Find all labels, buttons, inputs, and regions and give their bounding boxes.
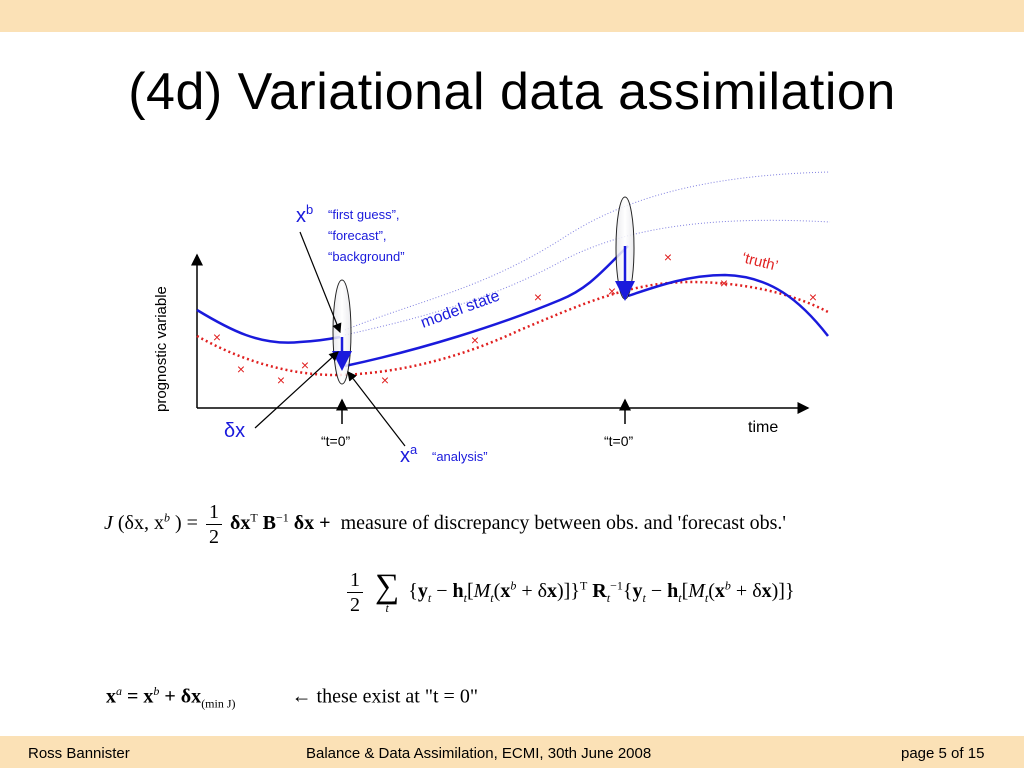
analysis-equation: xa = xb + δx(min J) ← these exist at "t … (106, 684, 478, 711)
xb-desc-2: “forecast”, (328, 228, 387, 243)
footer-band (0, 736, 1024, 768)
header-band (0, 0, 1024, 32)
xa-symbol: xa (400, 442, 418, 467)
xa-desc: “analysis” (432, 449, 488, 464)
footer-event: Balance & Data Assimilation, ECMI, 30th … (306, 745, 652, 762)
truth-label: ‘truth’ (740, 249, 780, 274)
lower-envelope (344, 219, 831, 336)
background-trajectory (196, 308, 341, 344)
xb-pointer (299, 231, 342, 334)
model-trajectory-2 (627, 273, 829, 337)
obs-marker: × (213, 329, 221, 345)
y-axis-label: prognostic variable (153, 286, 170, 412)
slide-title: (4d) Variational data assimilation (128, 63, 896, 121)
obs-marker: × (534, 289, 542, 305)
t0-label-2: “t=0” (604, 433, 634, 449)
footer-author: Ross Bannister (28, 745, 130, 762)
analysis-note: ← these exist at "t = 0" (291, 685, 478, 708)
truth-curve (196, 280, 829, 377)
t0-label-1: “t=0” (321, 433, 351, 449)
obs-marker: × (237, 361, 245, 377)
obs-marker: × (720, 275, 728, 291)
xa-pointer (347, 371, 406, 447)
xb-symbol: xb (296, 202, 313, 227)
upper-envelope (344, 171, 831, 331)
obs-marker: × (809, 289, 817, 305)
obs-marker: × (277, 372, 285, 388)
obs-marker: × (301, 357, 309, 373)
obs-marker: × (471, 332, 479, 348)
cost-caption: measure of discrepancy between obs. and … (340, 512, 786, 535)
summation-symbol: ∑ t (375, 567, 400, 615)
obs-marker: × (664, 249, 672, 265)
xb-desc-1: “first guess”, (328, 207, 400, 222)
xb-desc-3: “background” (328, 249, 405, 264)
footer-page: page 5 of 15 (901, 745, 985, 762)
dx-label: δx (224, 420, 245, 442)
x-axis-label: time (748, 419, 778, 436)
model-trajectory-1 (344, 245, 629, 368)
dx-pointer (254, 351, 339, 429)
obs-marker: × (608, 283, 616, 299)
ellipse-analysis-1 (332, 279, 352, 385)
obs-marker: × (381, 372, 389, 388)
